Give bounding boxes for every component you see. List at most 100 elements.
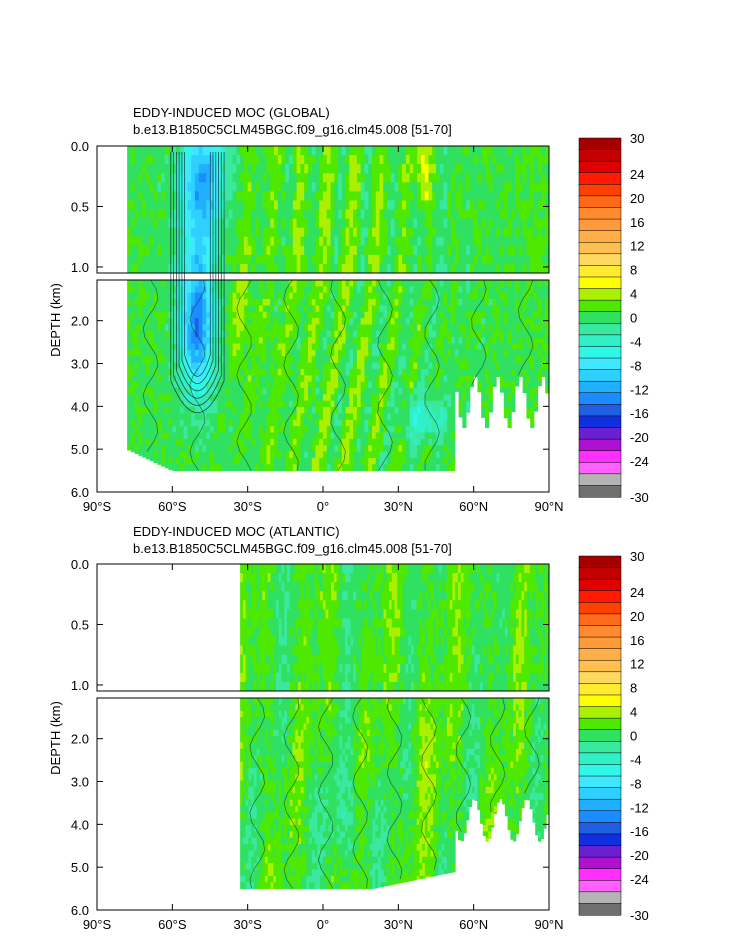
contour-cell <box>326 356 331 363</box>
contour-cell <box>255 254 260 265</box>
contour-cell <box>326 173 331 183</box>
contour-cell <box>206 349 211 357</box>
contour-cell <box>383 311 388 319</box>
contour-cell <box>161 245 166 256</box>
contour-cell <box>179 432 185 440</box>
contour-cell <box>330 349 335 357</box>
y-tick-label: 5.0 <box>71 442 89 457</box>
contour-cell <box>394 400 399 408</box>
contour-cell <box>345 337 350 344</box>
contour-cell <box>405 356 411 363</box>
contour-cell <box>454 356 459 363</box>
contour-cell <box>270 362 275 370</box>
contour-cell <box>424 419 429 427</box>
contour-cell <box>387 263 392 274</box>
contour-cell <box>375 381 380 389</box>
contour-cell <box>368 191 373 201</box>
contour-cell <box>379 191 384 201</box>
contour-cell <box>511 318 516 325</box>
contour-cell <box>130 394 136 402</box>
contour-cell <box>443 368 448 376</box>
contour-cell <box>503 227 508 238</box>
contour-cell <box>360 394 365 402</box>
contour-cell <box>371 445 377 452</box>
contour-cell <box>398 400 403 408</box>
contour-cell <box>420 368 426 376</box>
contour-cell <box>274 356 279 363</box>
contour-cell <box>383 227 388 238</box>
contour-cell <box>243 164 249 174</box>
contour-cell <box>262 245 267 256</box>
contour-cell <box>541 330 546 338</box>
contour-cell <box>447 318 452 325</box>
contour-cell <box>221 394 226 402</box>
contour-cell <box>221 464 226 471</box>
contour-cell <box>266 305 271 313</box>
contour-cell <box>289 438 294 446</box>
contour-cell <box>503 343 508 351</box>
contour-cell <box>405 245 411 256</box>
contour-cell <box>292 432 298 440</box>
contour-cell <box>492 318 497 325</box>
contour-cell <box>451 173 456 183</box>
contour-cell <box>515 182 520 192</box>
contour-cell <box>488 292 493 300</box>
contour-cell <box>488 381 493 389</box>
contour-cell <box>262 438 267 446</box>
contour-cell <box>304 173 309 183</box>
contour-cell <box>304 438 309 446</box>
contour-cell <box>274 349 279 357</box>
contour-cell <box>292 591 296 601</box>
contour-cell <box>153 381 158 389</box>
contour-cell <box>266 299 271 306</box>
contour-cell <box>326 343 331 351</box>
contour-cell <box>541 218 546 229</box>
contour-cell <box>545 362 550 370</box>
contour-cell <box>311 200 316 210</box>
contour-cell <box>518 318 524 325</box>
contour-cell <box>515 292 520 300</box>
contour-cell <box>217 438 222 446</box>
contour-cell <box>451 146 456 156</box>
contour-cell <box>511 209 516 219</box>
contour-cell <box>240 362 245 370</box>
contour-cell <box>179 464 185 471</box>
contour-cell <box>247 457 252 465</box>
contour-cell <box>428 227 433 238</box>
contour-cell <box>447 457 452 465</box>
contour-cell <box>454 263 459 274</box>
contour-cell <box>488 173 493 183</box>
contour-cell <box>432 343 437 351</box>
contour-cell <box>194 451 200 459</box>
contour-cell <box>258 407 264 414</box>
contour-cell <box>413 349 418 357</box>
contour-cell <box>405 349 411 357</box>
contour-cell <box>413 311 418 319</box>
contour-cell <box>127 280 132 287</box>
contour-cell <box>319 343 324 351</box>
contour-cell <box>300 375 305 383</box>
contour-cell <box>210 356 215 363</box>
contour-cell <box>176 146 181 156</box>
contour-cell <box>469 236 475 247</box>
contour-cell <box>255 330 260 338</box>
contour-cell <box>198 286 203 294</box>
contour-cell <box>228 426 233 433</box>
contour-cell <box>488 164 493 174</box>
contour-cell <box>432 356 437 363</box>
contour-cell <box>266 388 271 395</box>
contour-cell <box>481 191 486 201</box>
contour-cell <box>145 209 151 219</box>
contour-cell <box>368 356 373 363</box>
contour-cell <box>202 209 207 219</box>
contour-cell <box>368 400 373 408</box>
contour-cell <box>194 375 200 383</box>
contour-cell <box>428 464 433 471</box>
contour-cell <box>341 173 346 183</box>
contour-cell <box>326 155 331 165</box>
contour-cell <box>142 305 147 313</box>
contour-cell <box>387 400 392 408</box>
contour-cell <box>341 236 346 247</box>
contour-cell <box>285 209 290 219</box>
contour-cell <box>304 227 309 238</box>
